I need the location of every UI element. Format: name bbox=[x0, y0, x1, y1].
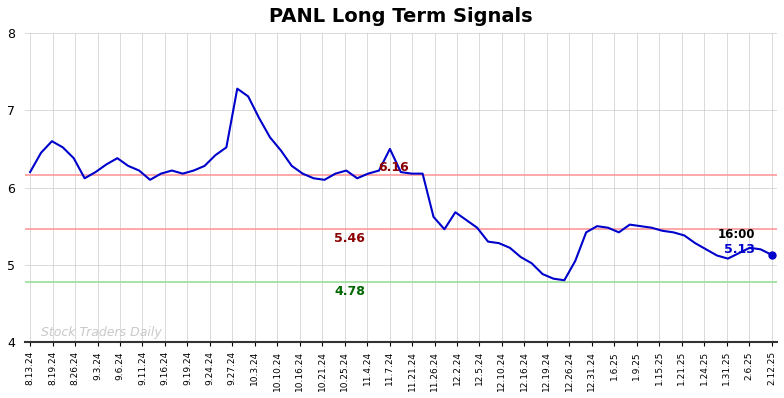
Title: PANL Long Term Signals: PANL Long Term Signals bbox=[269, 7, 532, 26]
Text: 5.13: 5.13 bbox=[724, 243, 755, 256]
Text: 5.46: 5.46 bbox=[335, 232, 365, 245]
Text: Stock Traders Daily: Stock Traders Daily bbox=[41, 326, 162, 339]
Text: 4.78: 4.78 bbox=[335, 285, 365, 298]
Text: 6.16: 6.16 bbox=[378, 161, 408, 174]
Text: 16:00: 16:00 bbox=[717, 228, 755, 241]
